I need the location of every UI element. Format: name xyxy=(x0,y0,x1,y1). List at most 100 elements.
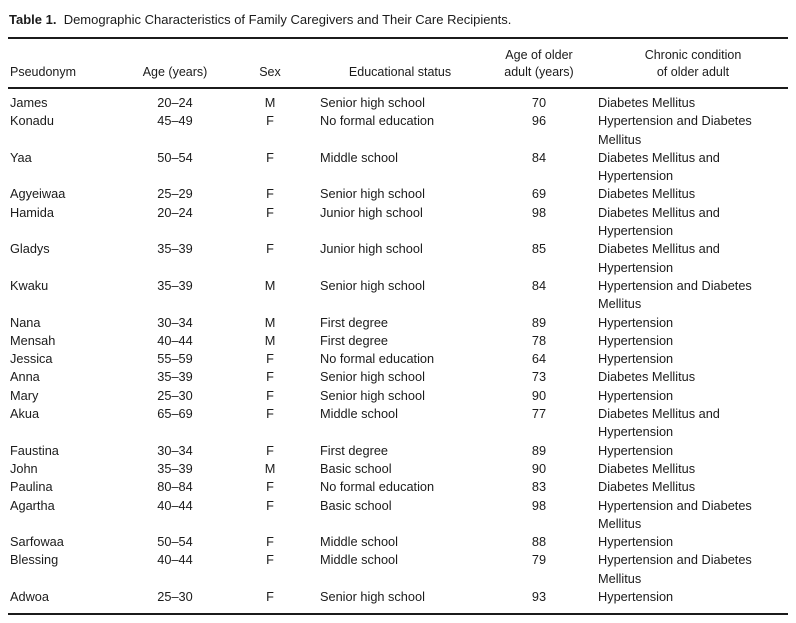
cell-sex: M xyxy=(264,314,276,330)
cell-education: Middle school xyxy=(320,534,398,550)
table-number-label: Table 1. xyxy=(9,12,57,27)
cell-education: First degree xyxy=(320,332,389,348)
cell-sex: F xyxy=(266,204,274,220)
cell-education: Senior high school xyxy=(320,387,425,403)
cell-age: 40–44 xyxy=(157,552,193,568)
cell-pseudonym: Hamida xyxy=(10,204,54,220)
cell-older-age: 89 xyxy=(531,442,547,458)
cell-pseudonym: Yaa xyxy=(10,149,32,165)
cell-education: Basic school xyxy=(320,497,392,513)
cell-sex: M xyxy=(264,277,276,293)
cell-pseudonym: Konadu xyxy=(10,113,54,129)
table-title: Table 1. Demographic Characteristics of … xyxy=(9,12,788,28)
table-row: Kwaku 35–39 M Senior high school 84 Hype… xyxy=(8,277,788,314)
cell-older-age: 88 xyxy=(531,534,547,550)
cell-condition: Hypertension and Diabetes Mellitus xyxy=(598,113,752,147)
cell-sex: F xyxy=(266,534,274,550)
cell-age: 30–34 xyxy=(157,442,193,458)
cell-condition: Diabetes Mellitus and Hypertension xyxy=(598,204,720,239)
cell-older-age: 89 xyxy=(531,314,547,330)
cell-pseudonym: Sarfowaa xyxy=(10,534,64,550)
cell-sex: F xyxy=(266,186,274,202)
cell-condition: Diabetes Mellitus and Hypertension xyxy=(598,149,720,184)
cell-condition: Diabetes Mellitus xyxy=(598,186,696,202)
cell-age: 25–29 xyxy=(157,186,193,202)
cell-pseudonym: Adwoa xyxy=(10,589,49,605)
cell-age: 40–44 xyxy=(157,332,193,348)
cell-condition: Diabetes Mellitus and Hypertension xyxy=(598,241,720,275)
table-row: John 35–39 M Basic school 90 Diabetes Me… xyxy=(8,460,788,478)
table-body: James 20–24 M Senior high school 70 Diab… xyxy=(8,88,788,614)
cell-pseudonym: Blessing xyxy=(10,552,59,568)
cell-sex: F xyxy=(266,442,274,458)
cell-pseudonym: Mensah xyxy=(10,332,56,348)
cell-condition: Diabetes Mellitus xyxy=(598,479,696,495)
cell-pseudonym: Faustina xyxy=(10,442,59,458)
cell-older-age: 85 xyxy=(531,241,547,257)
cell-pseudonym: James xyxy=(10,95,48,110)
cell-older-age: 96 xyxy=(531,113,547,129)
cell-pseudonym: Nana xyxy=(10,314,41,330)
table-row: Adwoa 25–30 F Senior high school 93 Hype… xyxy=(8,588,788,614)
table-row: Akua 65–69 F Middle school 77 Diabetes M… xyxy=(8,405,788,442)
cell-older-age: 84 xyxy=(531,149,547,165)
cell-age: 65–69 xyxy=(157,406,193,422)
cell-older-age: 84 xyxy=(531,277,547,293)
cell-condition: Hypertension and Diabetes Mellitus xyxy=(598,497,752,531)
column-header-age: Age (years) xyxy=(142,65,208,79)
cell-pseudonym: Mary xyxy=(10,387,39,403)
cell-condition: Hypertension and Diabetes Mellitus xyxy=(598,552,752,586)
cell-pseudonym: Akua xyxy=(10,406,40,422)
cell-older-age: 77 xyxy=(531,406,547,422)
cell-condition: Hypertension xyxy=(598,534,674,550)
cell-education: Senior high school xyxy=(320,95,425,110)
cell-sex: F xyxy=(266,406,274,422)
column-header-condition: Chronic condition of older adult xyxy=(644,48,742,79)
cell-older-age: 79 xyxy=(531,552,547,568)
cell-education: Senior high school xyxy=(320,589,425,605)
table-row: Konadu 45–49 F No formal education 96 Hy… xyxy=(8,112,788,149)
cell-age: 35–39 xyxy=(157,369,193,385)
table-row: Sarfowaa 50–54 F Middle school 88 Hypert… xyxy=(8,533,788,551)
cell-pseudonym: Jessica xyxy=(10,351,53,367)
table-row: Paulina 80–84 F No formal education 83 D… xyxy=(8,478,788,496)
cell-age: 80–84 xyxy=(157,479,193,495)
cell-sex: M xyxy=(264,460,276,476)
cell-older-age: 93 xyxy=(531,589,547,605)
cell-condition: Hypertension xyxy=(598,332,674,348)
column-header-older-age: Age of older adult (years) xyxy=(504,48,574,79)
table-caption: Demographic Characteristics of Family Ca… xyxy=(63,12,512,27)
cell-education: No formal education xyxy=(320,113,435,129)
cell-older-age: 98 xyxy=(531,497,547,513)
cell-sex: F xyxy=(266,113,274,129)
cell-education: Senior high school xyxy=(320,277,425,293)
table-row: Yaa 50–54 F Middle school 84 Diabetes Me… xyxy=(8,149,788,186)
demographics-table: Pseudonym Age (years) Sex Educational st… xyxy=(8,37,788,616)
cell-pseudonym: Agartha xyxy=(10,497,55,513)
cell-pseudonym: Anna xyxy=(10,369,40,385)
cell-age: 40–44 xyxy=(157,497,193,513)
cell-sex: M xyxy=(264,332,276,348)
cell-age: 50–54 xyxy=(157,149,193,165)
cell-pseudonym: John xyxy=(10,460,38,476)
cell-condition: Hypertension xyxy=(598,351,674,367)
table-header: Pseudonym Age (years) Sex Educational st… xyxy=(8,38,788,88)
cell-sex: F xyxy=(266,351,274,367)
cell-sex: F xyxy=(266,369,274,385)
cell-condition: Diabetes Mellitus xyxy=(598,369,696,385)
cell-education: Middle school xyxy=(320,406,398,422)
table-row: Agartha 40–44 F Basic school 98 Hyperten… xyxy=(8,497,788,534)
cell-pseudonym: Gladys xyxy=(10,241,50,257)
cell-older-age: 83 xyxy=(531,479,547,495)
cell-condition: Hypertension xyxy=(598,589,674,605)
header-row: Pseudonym Age (years) Sex Educational st… xyxy=(8,38,788,88)
cell-age: 20–24 xyxy=(157,95,193,110)
table-row: Hamida 20–24 F Junior high school 98 Dia… xyxy=(8,204,788,241)
cell-age: 35–39 xyxy=(157,241,193,257)
table-row: Faustina 30–34 F First degree 89 Hyperte… xyxy=(8,442,788,460)
cell-education: First degree xyxy=(320,314,389,330)
column-header-sex: Sex xyxy=(259,65,281,79)
cell-education: Middle school xyxy=(320,149,398,165)
cell-sex: F xyxy=(266,589,274,605)
cell-pseudonym: Kwaku xyxy=(10,277,49,293)
